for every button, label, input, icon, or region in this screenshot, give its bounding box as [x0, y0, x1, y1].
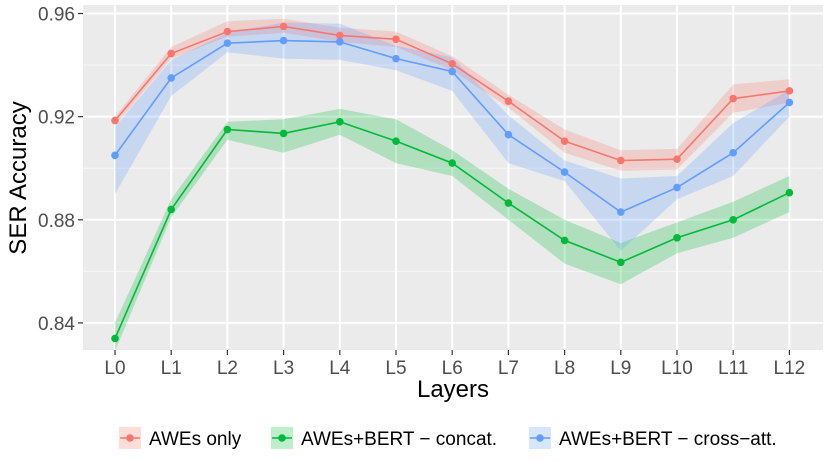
data-point	[560, 137, 569, 145]
x-tick-label: L7	[498, 358, 519, 379]
x-tick-label: L11	[718, 358, 748, 379]
data-point	[785, 188, 794, 197]
data-point	[279, 36, 288, 45]
y-tick-label: 0.84	[38, 314, 75, 335]
data-point	[785, 98, 794, 107]
data-point	[673, 234, 681, 242]
confidence-bands	[115, 18, 790, 352]
x-tick-label: L3	[273, 358, 294, 379]
y-axis: 0.84 0.88 0.92 0.96	[38, 5, 83, 335]
data-point	[673, 183, 681, 192]
x-tick-label: L10	[661, 358, 693, 379]
data-point	[392, 54, 400, 63]
legend-key-point	[126, 434, 134, 442]
data-point	[785, 87, 794, 95]
x-tick-label: L5	[385, 358, 406, 379]
data-point	[617, 258, 625, 267]
y-tick-label: 0.92	[38, 108, 75, 129]
data-point	[448, 159, 457, 167]
data-point	[448, 59, 457, 68]
confidence-band	[115, 108, 790, 352]
data-point	[336, 118, 344, 126]
data-point	[729, 148, 737, 157]
data-point	[392, 35, 400, 44]
x-tick-label: L4	[329, 358, 351, 379]
y-axis-title: SER Accuracy	[5, 101, 32, 254]
legend-label: AWEs only	[149, 429, 242, 450]
data-point	[223, 39, 232, 47]
data-point	[223, 125, 232, 134]
legend-label: AWEs+BERT − cross−att.	[559, 429, 777, 450]
x-tick-label: L9	[610, 358, 631, 379]
x-axis-title: Layers	[417, 376, 489, 403]
data-point	[223, 27, 232, 36]
x-tick-label: L12	[774, 358, 806, 379]
legend: AWEs only AWEs+BERT − concat. AWEs+BERT − …	[119, 427, 777, 450]
data-point	[729, 215, 737, 224]
x-axis: L0 L1 L2 L3 L4 L5 L6 L7 L8 L9 L10 L11 L12	[104, 350, 805, 379]
legend-label: AWEs+BERT − concat.	[301, 429, 497, 450]
y-tick-label: 0.96	[38, 5, 75, 26]
data-point	[729, 94, 737, 103]
data-point	[448, 67, 457, 76]
data-point	[560, 236, 569, 245]
data-point	[617, 156, 625, 165]
legend-key-point	[278, 434, 286, 442]
data-point	[392, 137, 400, 145]
legend-key-point	[536, 434, 544, 442]
major-gridlines	[83, 5, 823, 350]
data-point	[167, 49, 175, 58]
data-point	[336, 38, 344, 46]
data-point	[167, 74, 175, 82]
x-tick-label: L1	[161, 358, 182, 379]
data-point	[504, 97, 513, 105]
data-point	[111, 116, 119, 125]
data-point	[167, 205, 175, 214]
x-tick-label: L0	[104, 358, 125, 379]
data-point	[504, 130, 513, 139]
y-tick-label: 0.88	[38, 211, 75, 232]
data-point	[336, 31, 344, 40]
x-tick-label: L6	[442, 358, 463, 379]
data-point	[504, 199, 513, 207]
x-tick-label: L8	[554, 358, 575, 379]
series-points	[111, 22, 794, 343]
data-point	[617, 208, 625, 216]
x-tick-label: L2	[217, 358, 238, 379]
confidence-band	[115, 22, 790, 251]
data-point	[111, 151, 119, 160]
data-point	[279, 129, 288, 138]
data-point	[673, 155, 681, 163]
data-point	[111, 334, 119, 343]
data-point	[560, 168, 569, 176]
data-point	[279, 22, 288, 31]
